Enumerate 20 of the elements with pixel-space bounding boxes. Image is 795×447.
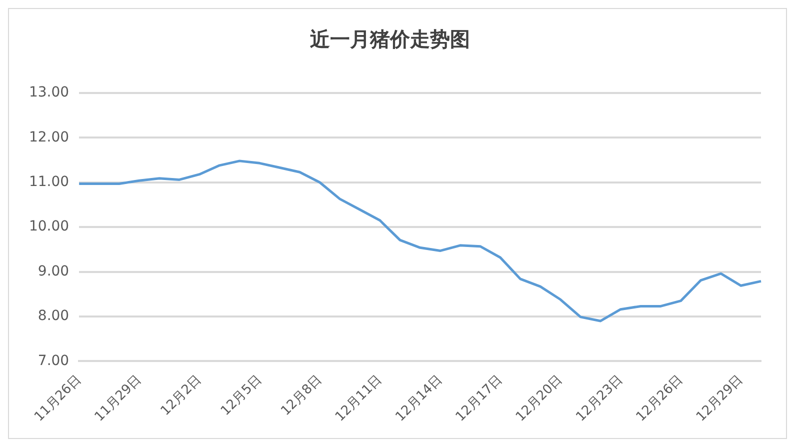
y-tick-label: 7.00 <box>38 352 70 369</box>
x-tick-label: 12月26日 <box>634 372 686 425</box>
x-tick-label: 12月20日 <box>513 372 566 425</box>
y-tick-label: 8.00 <box>38 308 70 324</box>
x-tick-label: 12月29日 <box>694 372 746 425</box>
x-tick-label: 12月2日 <box>158 372 205 419</box>
x-tick-label: 12月11日 <box>332 372 386 425</box>
y-tick-label: 9.00 <box>38 263 70 280</box>
x-tick-label: 12月23日 <box>573 372 626 425</box>
x-tick-label: 11月26日 <box>32 372 84 425</box>
y-tick-label: 13.00 <box>28 84 70 101</box>
x-tick-label: 12月5日 <box>218 372 265 419</box>
chart-title: 近一月猪价走势图 <box>309 27 470 52</box>
y-tick-label: 11.00 <box>28 174 70 190</box>
y-tick-label: 10.00 <box>28 218 70 235</box>
x-tick-label: 12月14日 <box>392 372 446 425</box>
x-tick-label: 12月8日 <box>278 372 325 419</box>
y-tick-label: 12.00 <box>28 129 70 146</box>
x-tick-label: 12月17日 <box>453 372 506 425</box>
x-tick-label: 11月29日 <box>92 372 144 425</box>
